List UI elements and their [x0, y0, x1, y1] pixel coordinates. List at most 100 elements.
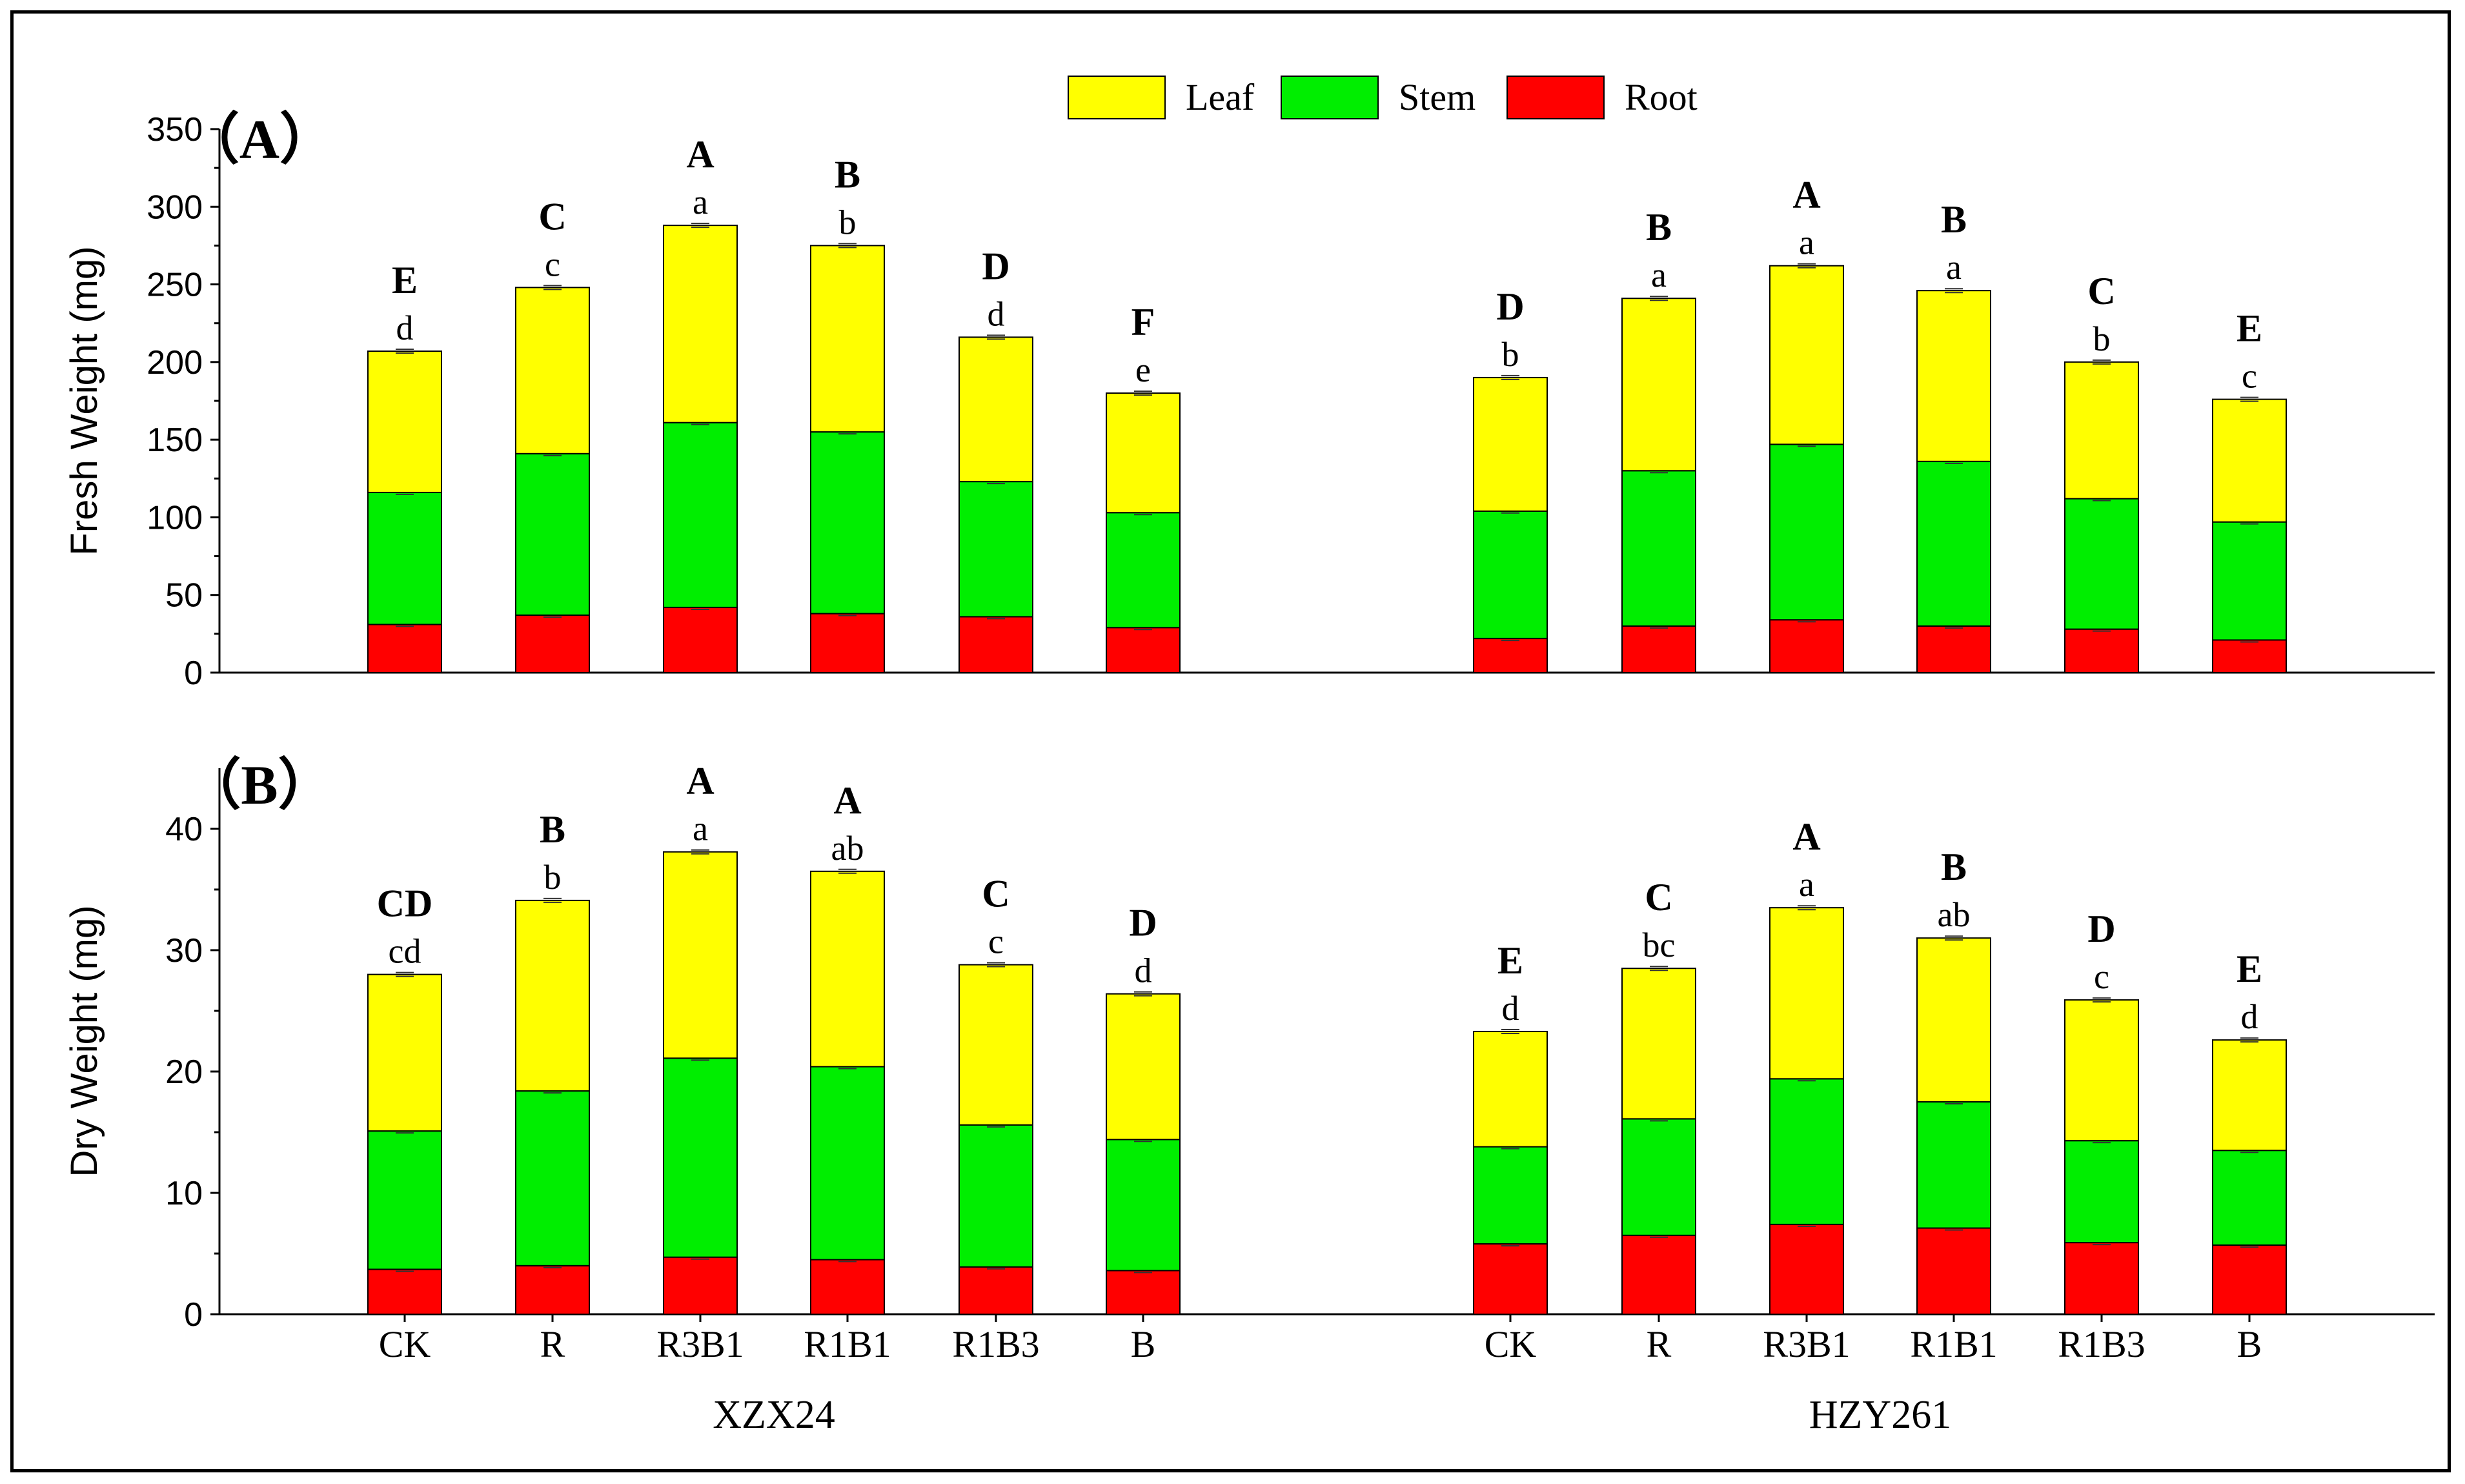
significance-letter-leaf: a: [693, 183, 708, 221]
y-tick-label: 20: [165, 1053, 203, 1091]
total-significance-letter: E: [2237, 948, 2262, 990]
bar-segment-root: [2064, 628, 2139, 674]
bar-segment-stem: [959, 1124, 1033, 1268]
bar-segment-root: [959, 616, 1033, 673]
significance-letter-leaf: a: [693, 809, 708, 848]
legend-swatch-leaf: [1068, 76, 1166, 119]
bar-segment-stem: [367, 491, 442, 625]
bar-segment-root: [1106, 1270, 1181, 1315]
significance-letter-leaf: a: [1799, 223, 1814, 262]
bar-segment-leaf: [2212, 398, 2287, 523]
y-tick-label: 150: [147, 422, 203, 459]
x-category-label: R1B1: [1910, 1323, 1997, 1365]
bar-segment-stem: [663, 1057, 738, 1258]
y-tick-label: 30: [165, 932, 203, 970]
total-significance-letter: A: [1792, 815, 1820, 858]
total-significance-letter: D: [1129, 902, 1157, 944]
bar-segment-root: [2212, 1244, 2287, 1315]
bar-segment-stem: [2212, 521, 2287, 641]
significance-letter-leaf: d: [988, 294, 1005, 333]
y-tick-label: 250: [147, 267, 203, 304]
bar-segment-root: [367, 624, 442, 673]
bar-segment-leaf: [1106, 392, 1181, 514]
bar-segment-leaf: [959, 336, 1033, 483]
significance-letter-leaf: a: [1799, 865, 1814, 904]
x-category-label: R: [1647, 1323, 1672, 1365]
bar-segment-stem: [515, 452, 590, 616]
bar-segment-stem: [959, 481, 1033, 618]
bar-segment-stem: [663, 422, 738, 608]
y-tick-label: 10: [165, 1175, 203, 1212]
total-significance-letter: C: [2087, 270, 2115, 312]
bar-segment-stem: [1621, 470, 1696, 627]
significance-letter-leaf: d: [396, 309, 414, 347]
group-label: XZX24: [713, 1393, 835, 1437]
bar-segment-leaf: [1621, 968, 1696, 1120]
y-axis-title: Fresh Weight (mg): [63, 246, 105, 555]
total-significance-letter: B: [1941, 846, 1967, 888]
bar-segment-leaf: [959, 964, 1033, 1126]
bar-segment-root: [1769, 619, 1844, 673]
bar-segment-root: [367, 1268, 442, 1315]
significance-letter-leaf: d: [1135, 951, 1152, 990]
bar-segment-stem: [1473, 510, 1548, 640]
bar-segment-stem: [515, 1090, 590, 1266]
total-significance-letter: B: [835, 153, 860, 196]
x-category-label: R1B3: [2058, 1323, 2145, 1365]
bar-segment-stem: [810, 1066, 885, 1261]
y-tick-label: 0: [184, 655, 203, 692]
x-category-label: R3B1: [1763, 1323, 1850, 1365]
bar-segment-stem: [2064, 1140, 2139, 1244]
figure-frame: [10, 10, 2451, 1472]
y-tick-label: 0: [184, 1296, 203, 1334]
significance-letter-leaf: b: [1502, 335, 1519, 374]
bar-segment-leaf: [663, 225, 738, 423]
bar-segment-root: [2064, 1242, 2139, 1315]
significance-letter-leaf: bc: [1643, 926, 1676, 964]
significance-letter-leaf: b: [839, 203, 857, 241]
bar-segment-root: [1916, 1227, 1991, 1316]
bar-segment-root: [1473, 1243, 1548, 1315]
bar-segment-leaf: [2212, 1039, 2287, 1152]
significance-letter-leaf: c: [2094, 957, 2109, 996]
x-category-label: R1B1: [804, 1323, 891, 1365]
x-category-label: B: [2237, 1323, 2262, 1365]
bar-segment-stem: [1106, 512, 1181, 629]
significance-letter-leaf: d: [1502, 989, 1519, 1028]
bar-segment-root: [515, 1265, 590, 1316]
total-significance-letter: D: [982, 245, 1009, 287]
bar-segment-leaf: [1916, 937, 1991, 1103]
legend-swatch-stem: [1281, 76, 1379, 119]
total-significance-letter: B: [1646, 206, 1672, 249]
bar-segment-stem: [1769, 443, 1844, 621]
bar-segment-stem: [367, 1130, 442, 1270]
bar-segment-stem: [1916, 1101, 1991, 1229]
significance-letter-leaf: c: [545, 245, 560, 283]
bar-segment-root: [2212, 639, 2287, 673]
bar-segment-leaf: [1769, 907, 1844, 1080]
total-significance-letter: F: [1131, 301, 1155, 343]
total-significance-letter: CD: [377, 882, 433, 925]
bar-segment-leaf: [810, 870, 885, 1068]
total-significance-letter: D: [2087, 908, 2115, 950]
bar-segment-leaf: [1106, 993, 1181, 1141]
total-significance-letter: E: [1497, 939, 1523, 982]
bar-segment-leaf: [810, 245, 885, 433]
bar-segment-stem: [2212, 1150, 2287, 1246]
significance-letter-leaf: ab: [1938, 895, 1971, 934]
significance-letter-leaf: e: [1135, 351, 1151, 389]
bar-segment-leaf: [1473, 1030, 1548, 1148]
total-significance-letter: C: [1645, 876, 1672, 919]
total-significance-letter: C: [538, 195, 566, 238]
total-significance-letter: B: [540, 808, 565, 851]
significance-letter-leaf: cd: [389, 932, 421, 971]
bar-segment-root: [810, 1259, 885, 1316]
total-significance-letter: B: [1941, 198, 1967, 241]
bar-segment-stem: [2064, 498, 2139, 630]
bar-segment-leaf: [663, 851, 738, 1059]
bar-segment-leaf: [367, 973, 442, 1132]
total-significance-letter: D: [1496, 285, 1524, 328]
total-significance-letter: C: [982, 873, 1009, 915]
